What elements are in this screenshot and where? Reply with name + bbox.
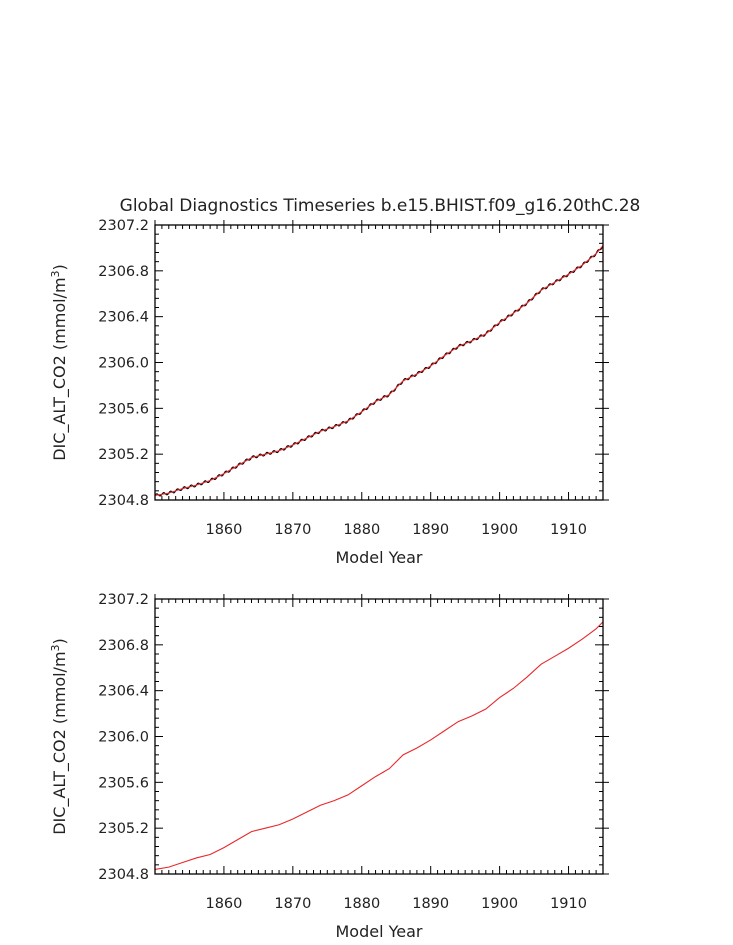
top-x-tick-label: 1890 (412, 522, 449, 538)
top-x-tick-label: 1900 (481, 522, 518, 538)
bottom-y-tick-label: 2306.8 (98, 638, 149, 654)
top-y-axis-label: DIC_ALT_CO2 (mmol/m3) (49, 264, 70, 461)
bottom-x-axis-label: Model Year (336, 922, 423, 941)
bottom-x-tick-label: 1910 (550, 896, 587, 912)
bottom-y-axis-label: DIC_ALT_CO2 (mmol/m3) (49, 638, 70, 835)
bottom-y-tick-label: 2304.8 (98, 867, 149, 883)
bottom-x-tick-label: 1890 (412, 896, 449, 912)
top-y-tick-label: 2306.0 (98, 356, 149, 372)
bottom-x-tick-label: 1900 (481, 896, 518, 912)
top-series-line-annual (154, 245, 604, 496)
bottom-y-tick-label: 2306.0 (98, 730, 149, 746)
bottom-plot-frame (154, 598, 604, 875)
bottom-line-chart: 1860 1870 1880 1890 1900 1910 2304.8 2305.2 2305… (49, 592, 609, 941)
bottom-x-tick-label: 1860 (205, 896, 242, 912)
top-series-line-monthly (154, 245, 604, 497)
top-line-chart: 1860 1870 1880 1890 1900 1910 2304.8 2305.2 2305… (49, 218, 609, 567)
bottom-y-tick-label: 2307.2 (98, 592, 149, 608)
bottom-y-tick-label: 2306.4 (98, 684, 149, 700)
top-x-tick-label: 1880 (343, 522, 380, 538)
top-x-tick-label: 1910 (550, 522, 587, 538)
bottom-x-tick-label: 1870 (274, 896, 311, 912)
top-y-tick-label: 2306.8 (98, 264, 149, 280)
top-x-tick-label: 1860 (205, 522, 242, 538)
bottom-y-tick-label: 2305.2 (98, 821, 149, 837)
bottom-x-tick-label: 1880 (343, 896, 380, 912)
bottom-y-tick-label: 2305.6 (98, 775, 149, 791)
top-y-tick-label: 2305.2 (98, 447, 149, 463)
top-y-tick-label: 2306.4 (98, 310, 149, 326)
top-plot-frame (154, 224, 604, 501)
top-x-axis-label: Model Year (336, 548, 423, 567)
top-x-tick-label: 1870 (274, 522, 311, 538)
bottom-series-line-annual (154, 621, 604, 870)
top-y-tick-label: 2305.6 (98, 401, 149, 417)
top-y-tick-label: 2304.8 (98, 493, 149, 509)
top-y-tick-label: 2307.2 (98, 218, 149, 234)
chart-title: Global Diagnostics Timeseries b.e15.BHIS… (120, 196, 641, 216)
